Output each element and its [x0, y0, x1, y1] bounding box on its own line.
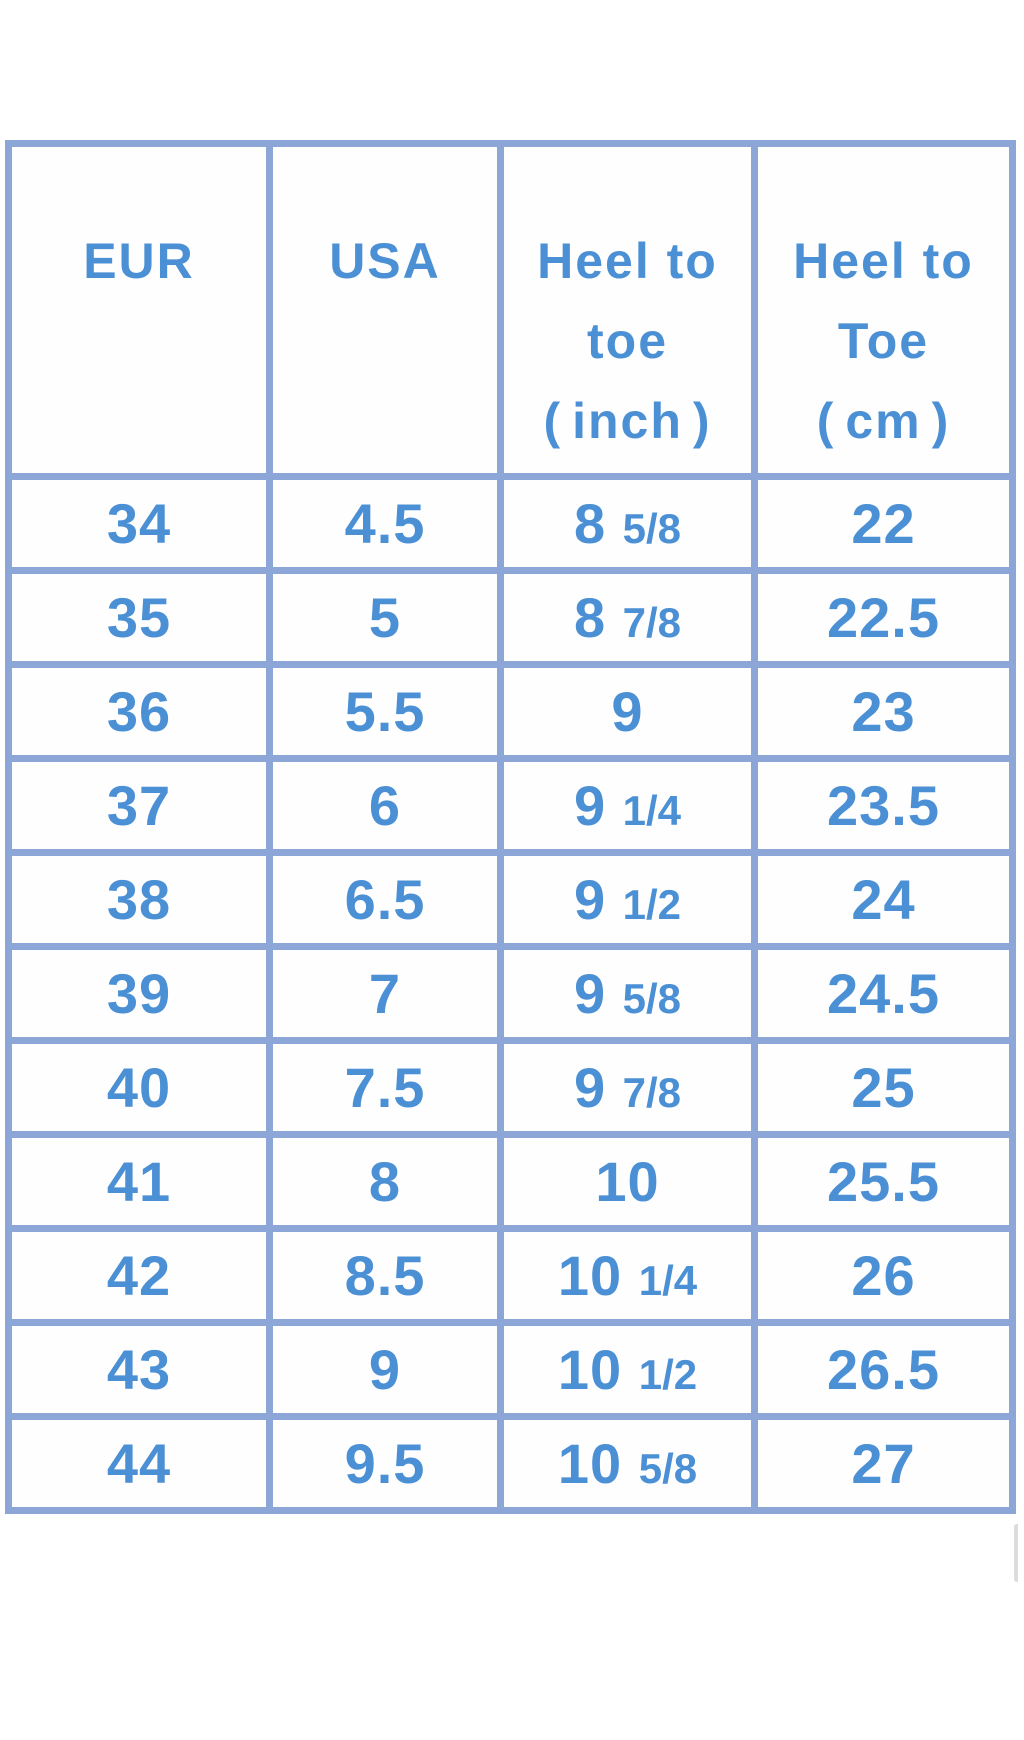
- table-row: 42 8.5 10 1/4 26: [5, 1225, 1016, 1326]
- header-cell-heel-to-toe-inch: Heel to toe (inch): [497, 140, 758, 480]
- fraction: 1/4: [638, 1257, 698, 1304]
- cell-inch: 8 5/8: [497, 473, 758, 574]
- whole-number: 10: [557, 1338, 639, 1401]
- header-line: Heel to: [793, 233, 974, 289]
- cell-usa: 7: [266, 943, 504, 1044]
- header-text: Heel to toe (inch): [504, 147, 751, 461]
- whole-number: 10: [557, 1244, 639, 1307]
- table-row: 35 5 8 7/8 22.5: [5, 567, 1016, 668]
- header-line: EUR: [83, 233, 195, 289]
- cell-eur: 37: [5, 755, 273, 856]
- cell-eur: 38: [5, 849, 273, 950]
- cell-inch: 10: [497, 1131, 758, 1232]
- fraction: 5/8: [638, 1445, 698, 1492]
- cell-eur: 40: [5, 1037, 273, 1138]
- cell-eur: 41: [5, 1131, 273, 1232]
- fraction: 7/8: [622, 1069, 682, 1116]
- whole-number: 8: [573, 586, 623, 649]
- header-line: Heel to: [537, 233, 718, 289]
- whole-number: 9: [573, 962, 623, 1025]
- cell-inch: 9 1/4: [497, 755, 758, 856]
- cell-eur: 36: [5, 661, 273, 762]
- cell-eur: 42: [5, 1225, 273, 1326]
- table-row: 38 6.5 9 1/2 24: [5, 849, 1016, 950]
- cell-cm: 27: [751, 1413, 1016, 1514]
- fraction: 1/4: [622, 787, 682, 834]
- fraction: 5/8: [622, 975, 682, 1022]
- cell-cm: 26.5: [751, 1319, 1016, 1420]
- cell-usa: 9.5: [266, 1413, 504, 1514]
- header-cell-eur: EUR: [5, 140, 273, 480]
- cell-cm: 25.5: [751, 1131, 1016, 1232]
- table-row: 34 4.5 8 5/8 22: [5, 473, 1016, 574]
- cell-inch: 10 1/4: [497, 1225, 758, 1326]
- cell-usa: 5: [266, 567, 504, 668]
- cell-usa: 4.5: [266, 473, 504, 574]
- cell-inch: 8 7/8: [497, 567, 758, 668]
- header-text: Heel to Toe (cm): [758, 147, 1009, 461]
- header-row: EUR USA Heel to toe (inch) Heel to Toe (cm): [5, 140, 1016, 480]
- whole-number: 9: [573, 1056, 623, 1119]
- cell-eur: 35: [5, 567, 273, 668]
- whole-number: 9: [573, 868, 623, 931]
- cell-eur: 39: [5, 943, 273, 1044]
- cell-inch: 9: [497, 661, 758, 762]
- fraction: 1/2: [638, 1351, 698, 1398]
- cell-usa: 8: [266, 1131, 504, 1232]
- cell-cm: 24: [751, 849, 1016, 950]
- fraction: 5/8: [622, 505, 682, 552]
- cell-cm: 24.5: [751, 943, 1016, 1044]
- cell-inch: 10 5/8: [497, 1413, 758, 1514]
- cell-eur: 34: [5, 473, 273, 574]
- cell-cm: 25: [751, 1037, 1016, 1138]
- header-text: USA: [273, 147, 497, 301]
- whole-number: 10: [557, 1432, 639, 1495]
- header-text: EUR: [12, 147, 266, 301]
- header-line: Toe: [837, 313, 930, 369]
- edge-artifact: [1014, 1524, 1018, 1582]
- cell-usa: 6: [266, 755, 504, 856]
- cell-cm: 26: [751, 1225, 1016, 1326]
- cell-cm: 22: [751, 473, 1016, 574]
- cell-usa: 9: [266, 1319, 504, 1420]
- cell-cm: 23: [751, 661, 1016, 762]
- table-row: 39 7 9 5/8 24.5: [5, 943, 1016, 1044]
- cell-inch: 10 1/2: [497, 1319, 758, 1420]
- table-row: 37 6 9 1/4 23.5: [5, 755, 1016, 856]
- whole-number: 9: [573, 774, 623, 837]
- header-line: toe: [587, 313, 668, 369]
- cell-inch: 9 7/8: [497, 1037, 758, 1138]
- cell-usa: 5.5: [266, 661, 504, 762]
- table-row: 44 9.5 10 5/8 27: [5, 1413, 1016, 1514]
- cell-usa: 8.5: [266, 1225, 504, 1326]
- header-cell-usa: USA: [266, 140, 504, 480]
- header-line: USA: [329, 233, 441, 289]
- table-row: 41 8 10 25.5: [5, 1131, 1016, 1232]
- fraction: 7/8: [622, 599, 682, 646]
- whole-number: 8: [573, 492, 623, 555]
- cell-inch: 9 1/2: [497, 849, 758, 950]
- header-line: (inch): [543, 393, 712, 449]
- header-cell-heel-to-toe-cm: Heel to Toe (cm): [751, 140, 1016, 480]
- fraction: 1/2: [622, 881, 682, 928]
- size-conversion-table: EUR USA Heel to toe(inch) Heel to Toe(cm) 34 4…: [5, 140, 1016, 1514]
- cell-eur: 44: [5, 1413, 273, 1514]
- size-chart: EUR USA Heel to toe(inch) Heel to Toe(cm) 34 4…: [5, 140, 1016, 1514]
- cell-inch: 9 5/8: [497, 943, 758, 1044]
- header-line: (cm): [816, 393, 951, 449]
- cell-cm: 23.5: [751, 755, 1016, 856]
- table-row: 36 5.5 9 23: [5, 661, 1016, 762]
- table-row: 43 9 10 1/2 26.5: [5, 1319, 1016, 1420]
- cell-usa: 6.5: [266, 849, 504, 950]
- cell-eur: 43: [5, 1319, 273, 1420]
- cell-cm: 22.5: [751, 567, 1016, 668]
- table-row: 40 7.5 9 7/8 25: [5, 1037, 1016, 1138]
- cell-usa: 7.5: [266, 1037, 504, 1138]
